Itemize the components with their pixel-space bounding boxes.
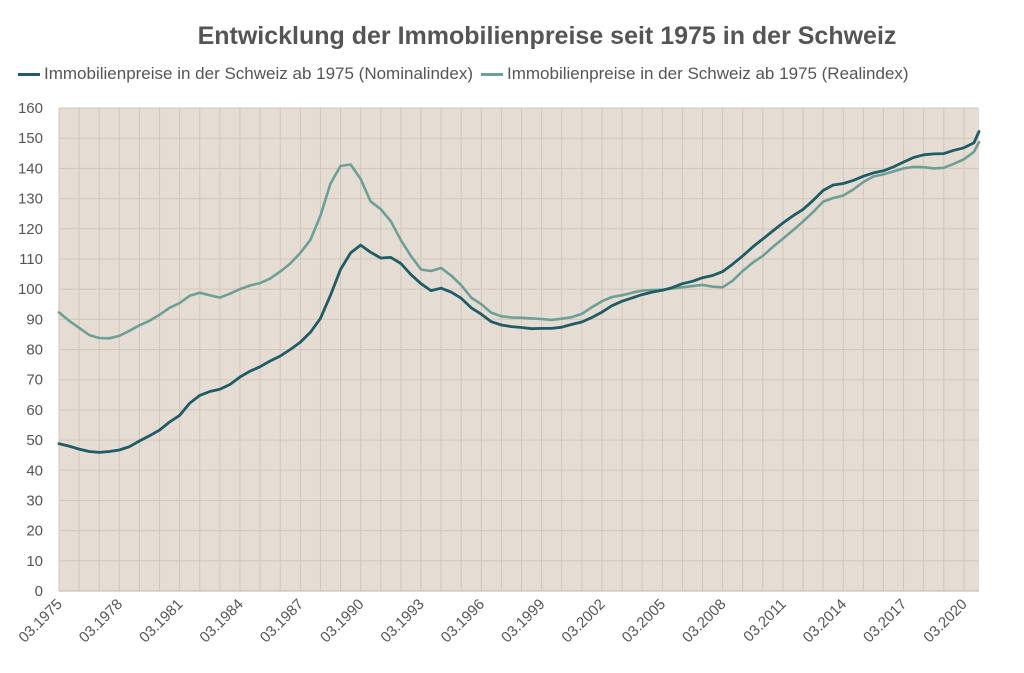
x-tick-label: 03.1999: [498, 596, 548, 646]
y-tick-label: 30: [26, 492, 43, 509]
x-tick-label: 03.2020: [920, 596, 970, 646]
legend-label-real: Immobilienpreise in der Schweiz ab 1975 …: [506, 64, 909, 83]
x-tick-label: 03.1990: [317, 596, 367, 646]
x-tick-label: 03.2017: [860, 596, 910, 646]
series-line-nominal: [57, 130, 981, 454]
y-tick-label: 140: [18, 160, 43, 177]
y-tick-label: 120: [18, 221, 43, 238]
x-tick-label: 03.1975: [15, 596, 65, 646]
y-tick-label: 150: [18, 130, 43, 147]
y-tick-label: 70: [26, 372, 43, 389]
chart-title: Entwicklung der Immobilienpreise seit 19…: [197, 22, 897, 50]
legend-label-nominal: Immobilienpreise in der Schweiz ab 1975 …: [44, 64, 473, 83]
x-tick-label: 03.2005: [619, 596, 669, 646]
y-tick-label: 0: [35, 583, 43, 600]
legend-swatch-real: [480, 72, 503, 76]
legend-item-real: Immobilienpreise in der Schweiz ab 1975 …: [480, 64, 909, 84]
x-tick-label: 03.2014: [800, 596, 850, 646]
y-tick-label: 110: [19, 251, 43, 268]
y-tick-label: 10: [26, 553, 43, 570]
x-tick-label: 03.1981: [136, 596, 186, 646]
y-tick-label: 20: [26, 523, 43, 540]
x-tick-label: 03.1984: [196, 596, 246, 646]
y-tick-label: 50: [26, 432, 43, 449]
y-tick-label: 40: [26, 462, 43, 479]
y-tick-label: 130: [18, 191, 43, 208]
y-tick-label: 80: [26, 342, 43, 359]
x-tick-label: 03.1978: [76, 596, 126, 646]
legend-item-nominal: Immobilienpreise in der Schweiz ab 1975 …: [18, 64, 473, 84]
y-tick-label: 60: [26, 402, 43, 419]
x-tick-label: 03.2011: [740, 596, 790, 646]
x-tick-label: 03.1996: [438, 596, 488, 646]
y-tick-label: 160: [18, 100, 43, 117]
series-line-real: [57, 140, 981, 340]
legend-swatch-nominal: [18, 72, 40, 76]
y-tick-label: 100: [18, 281, 43, 298]
y-tick-label: 90: [26, 311, 43, 328]
x-tick-label: 03.2008: [679, 596, 729, 646]
x-tick-label: 03.1987: [257, 596, 307, 646]
chart-legend: Immobilienpreise in der Schweiz ab 1975 …: [18, 64, 917, 84]
x-tick-label: 03.1993: [377, 596, 427, 646]
x-tick-label: 03.2002: [558, 596, 608, 646]
